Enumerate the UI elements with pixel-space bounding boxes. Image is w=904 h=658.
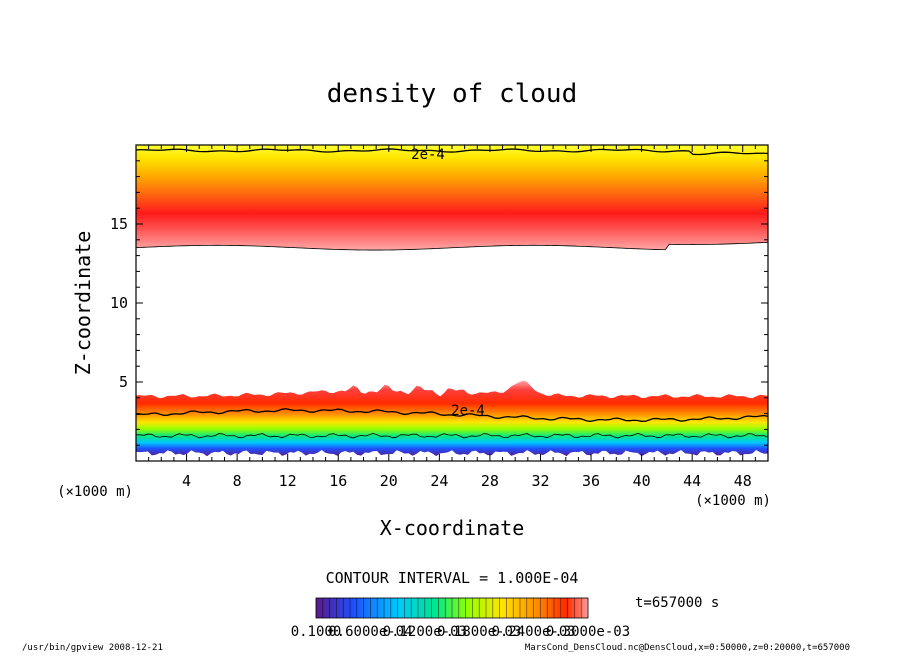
colorbar-label: 0.2400e-03 [491, 624, 575, 640]
x-tick-label: 40 [633, 472, 651, 490]
lower-cloud-layer [136, 380, 768, 457]
x-tick-label: 28 [481, 472, 499, 490]
x-axis-ticks: 4 8 12 16 20 24 28 32 36 40 44 48 [148, 145, 756, 490]
x-tick-label: 44 [683, 472, 701, 490]
plot-area [136, 145, 768, 461]
colorbar-level-lines [322, 598, 582, 618]
x-axis-label: X-coordinate [380, 516, 525, 540]
footer-left: /usr/bin/gpview 2008-12-21 [22, 643, 163, 653]
x-tick-label: 16 [329, 472, 347, 490]
x-tick-label: 12 [279, 472, 297, 490]
x-tick-label: 24 [430, 472, 448, 490]
upper-cloud-layer [136, 145, 768, 251]
upper-contour-line [136, 148, 768, 156]
x-tick-label: 8 [233, 472, 242, 490]
x-axis-unit-right: (×1000 m) [695, 493, 771, 509]
x-axis-unit-left: (×1000 m) [57, 484, 133, 500]
chart-title: density of cloud [327, 79, 577, 109]
contour-label-lower: 2e-4 [451, 403, 485, 419]
time-text: t=657000 s [635, 595, 719, 611]
x-tick-label: 20 [380, 472, 398, 490]
y-axis-ticks: 5 10 15 [110, 160, 768, 446]
x-tick-label: 48 [734, 472, 752, 490]
colorbar-labels: 0.10000.6000e-040.1200e-030.1800e-030.24… [291, 624, 630, 640]
contour-interval-text: CONTOUR INTERVAL = 1.000E-04 [326, 569, 579, 587]
colorbar-label: 0.1000 [291, 624, 342, 640]
y-axis-label: Z-coordinate [71, 231, 95, 376]
upper-boundary-line [136, 241, 768, 251]
x-tick-label: 4 [182, 472, 191, 490]
lower-contour-line-2 [136, 432, 768, 439]
y-tick-label: 10 [110, 294, 128, 312]
x-tick-label: 32 [531, 472, 549, 490]
footer-right: MarsCond_DensCloud.nc@DensCloud,x=0:5000… [525, 643, 850, 653]
y-tick-label: 15 [110, 215, 128, 233]
y-tick-label: 5 [119, 373, 128, 391]
colorbar-label: 0.3000e-03 [546, 624, 630, 640]
colorbar-label: 0.1200e-03 [383, 624, 467, 640]
colorbar-label: 0.6000e-04 [328, 624, 412, 640]
colorbar-label: 0.1800e-03 [437, 624, 521, 640]
x-tick-label: 36 [582, 472, 600, 490]
contour-label-upper: 2e-4 [411, 147, 445, 163]
lower-contour-line [136, 408, 768, 423]
